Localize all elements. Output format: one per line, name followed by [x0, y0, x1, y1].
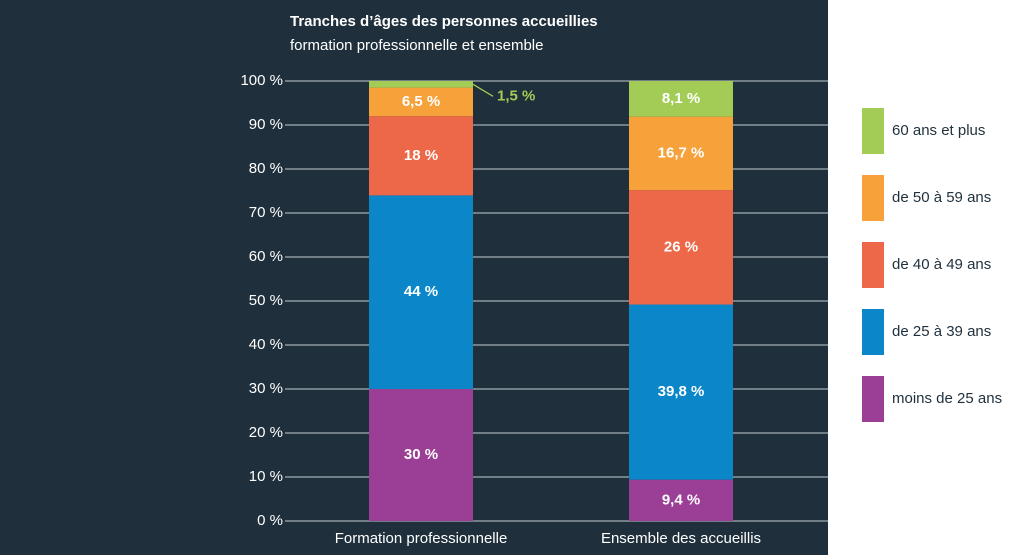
bar-segment — [369, 87, 473, 117]
bar-segment — [369, 116, 473, 196]
x-tick-label: Ensemble des accueillis — [601, 530, 761, 547]
y-tick-label: 80 % — [249, 160, 283, 177]
value-label: 44 % — [404, 283, 438, 300]
value-label: 39,8 % — [658, 383, 705, 400]
legend-label: 60 ans et plus — [892, 122, 985, 139]
value-label: 9,4 % — [662, 491, 700, 508]
bar-segment — [369, 195, 473, 389]
value-label: 8,1 % — [662, 90, 700, 107]
y-tick-label: 10 % — [249, 468, 283, 485]
legend-swatch — [862, 175, 884, 221]
y-tick-label: 90 % — [249, 116, 283, 133]
y-tick-label: 50 % — [249, 292, 283, 309]
y-tick-label: 60 % — [249, 248, 283, 265]
legend-label: de 25 à 39 ans — [892, 323, 991, 340]
y-tick-label: 100 % — [240, 72, 283, 89]
bar-segment — [369, 389, 473, 521]
bar-segment — [629, 116, 733, 191]
chart-subtitle: formation professionnelle et ensemble — [290, 37, 543, 54]
value-label: 16,7 % — [658, 144, 705, 161]
leader-line — [472, 83, 494, 97]
value-label: 30 % — [404, 446, 438, 463]
bar-segment — [369, 81, 473, 88]
chart-title: Tranches d’âges des personnes accueillie… — [290, 13, 598, 30]
y-tick-label: 20 % — [249, 424, 283, 441]
legend-label: de 50 à 59 ans — [892, 189, 991, 206]
value-label: 6,5 % — [402, 93, 440, 110]
legend-swatch — [862, 309, 884, 355]
legend-swatch — [862, 108, 884, 154]
x-tick-label: Formation professionnelle — [335, 530, 508, 547]
y-tick-label: 0 % — [257, 512, 283, 529]
legend-label: de 40 à 49 ans — [892, 256, 991, 273]
bar-segment — [629, 81, 733, 117]
bar-segment — [629, 304, 733, 480]
bar-segment — [629, 190, 733, 305]
y-tick-label: 30 % — [249, 380, 283, 397]
y-tick-label: 70 % — [249, 204, 283, 221]
value-label: 18 % — [404, 147, 438, 164]
value-label: 26 % — [664, 238, 698, 255]
bar-segment — [629, 479, 733, 521]
legend-label: moins de 25 ans — [892, 390, 1002, 407]
legend-swatch — [862, 242, 884, 288]
y-tick-label: 40 % — [249, 336, 283, 353]
value-label: 1,5 % — [497, 87, 535, 104]
legend-swatch — [862, 376, 884, 422]
